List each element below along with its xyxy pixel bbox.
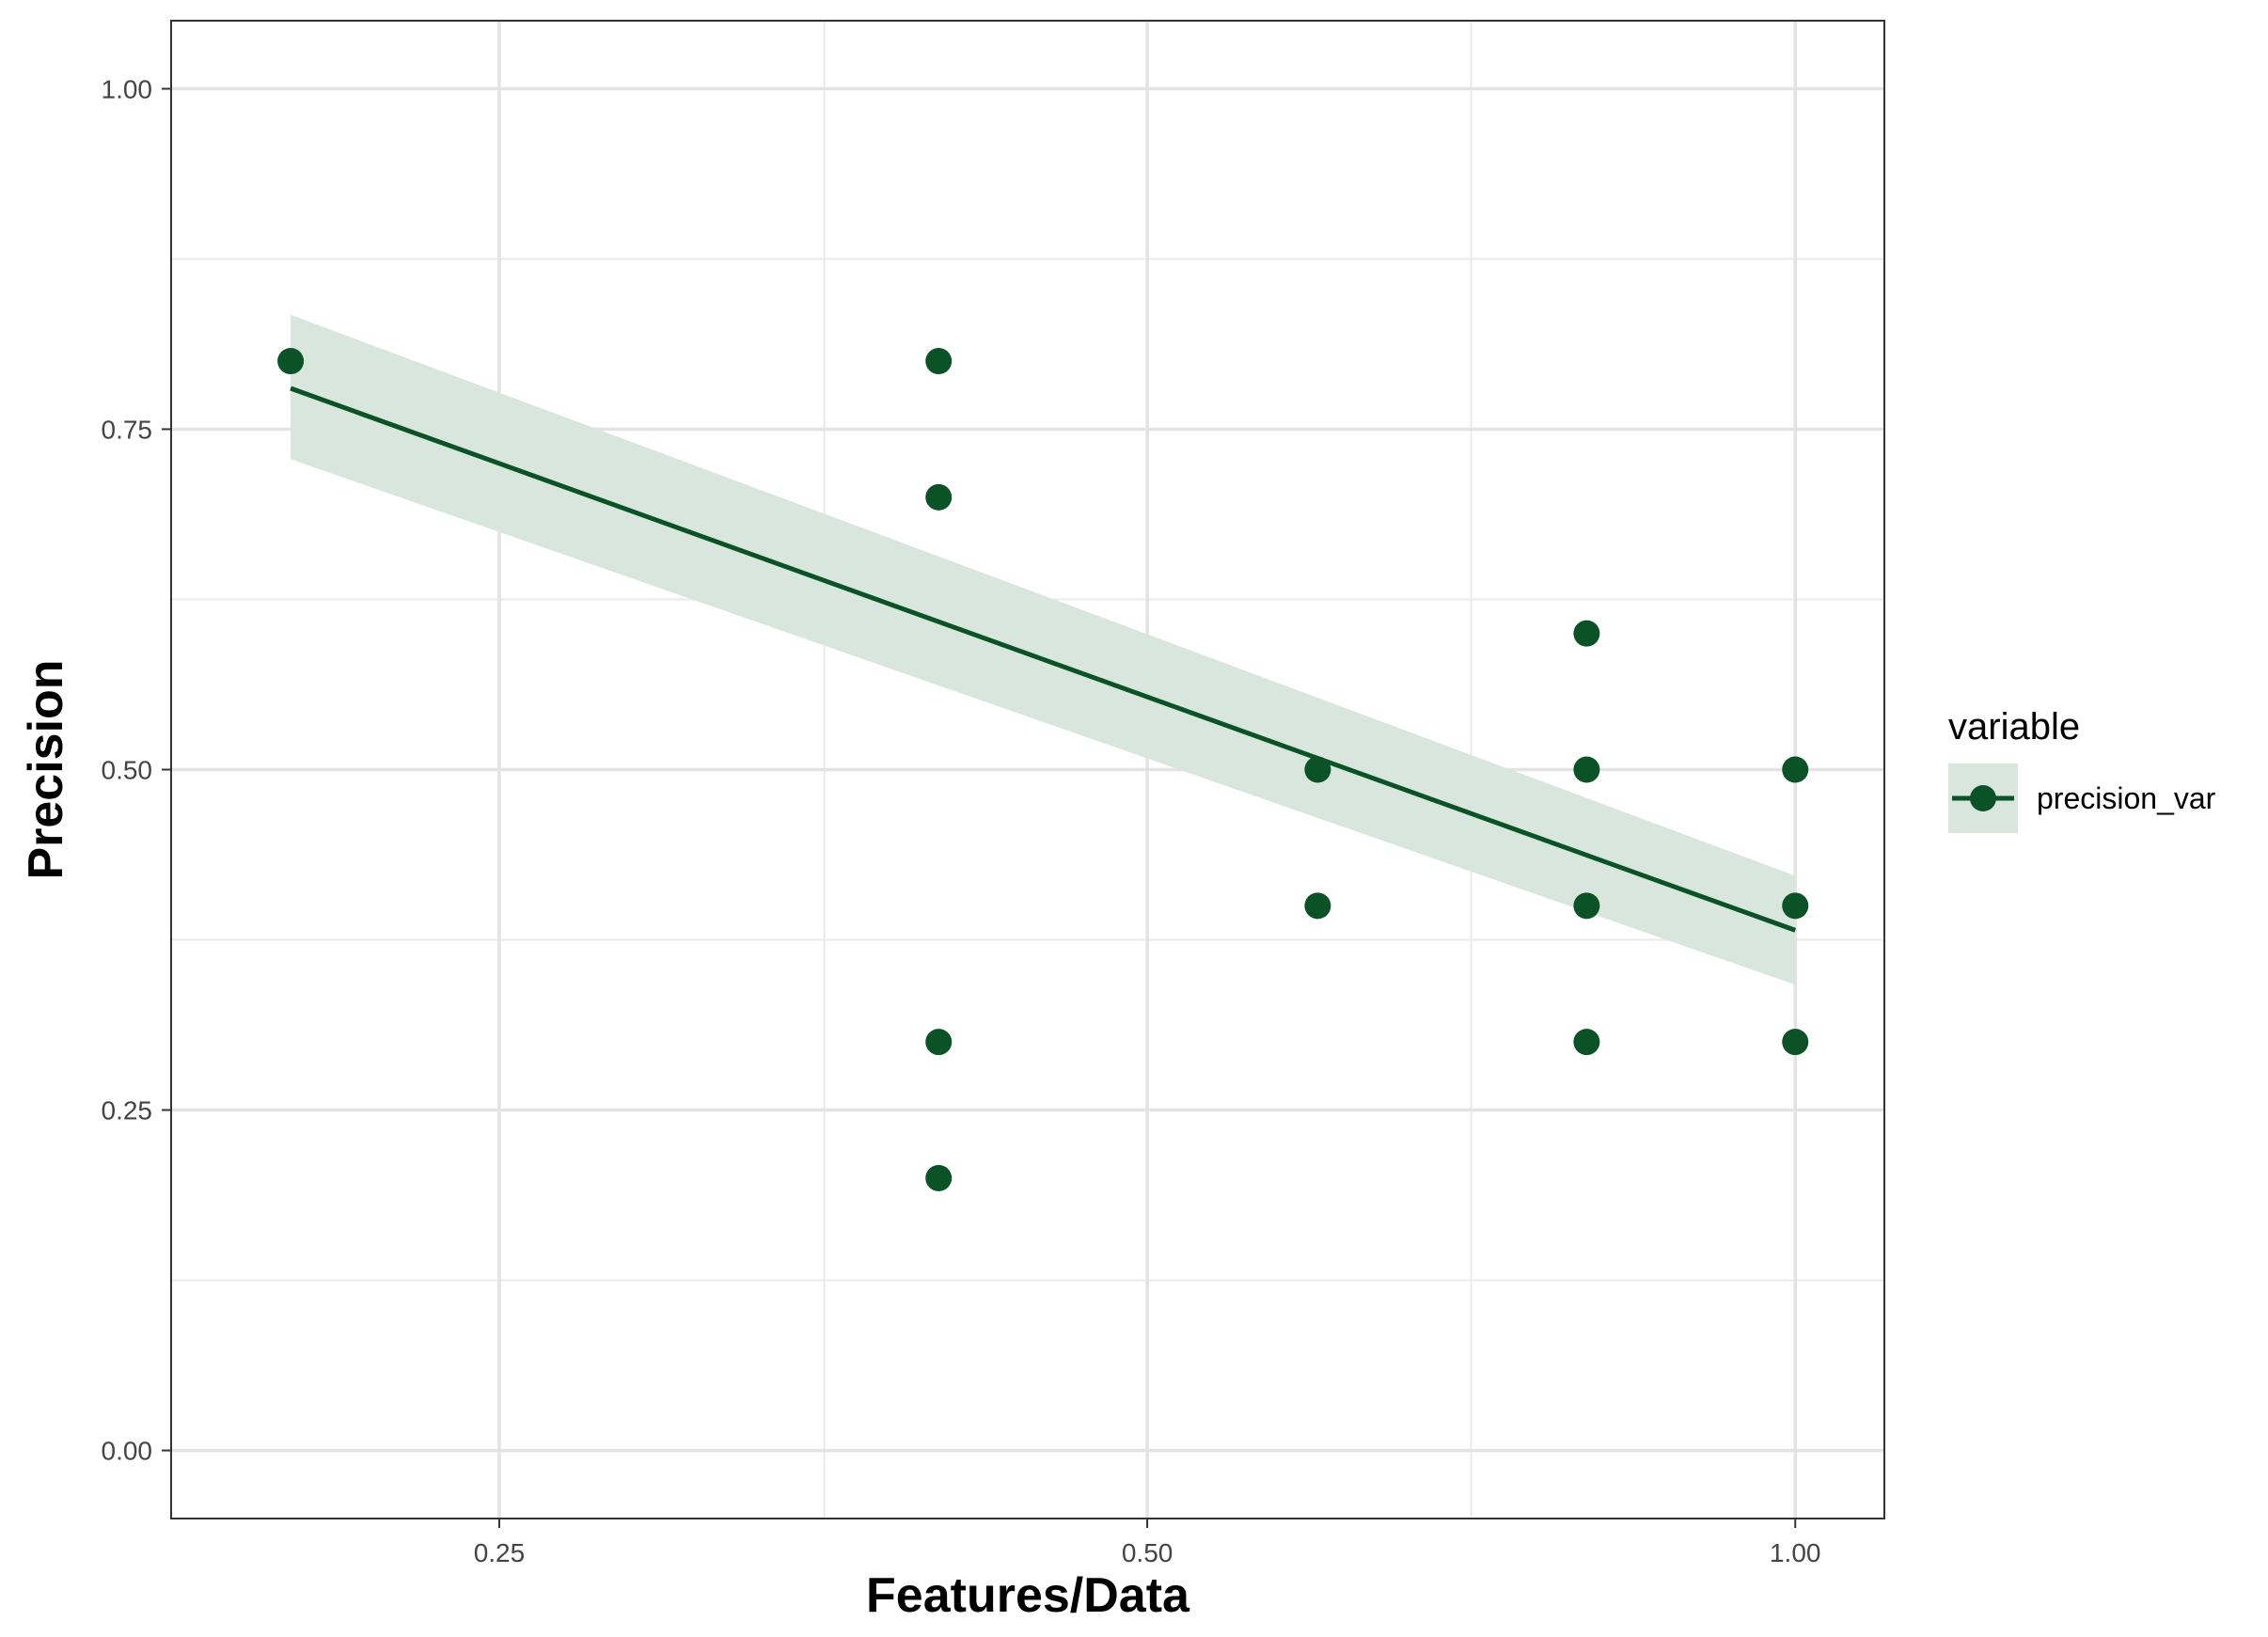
data-point	[1573, 1029, 1600, 1056]
y-tick-label: 0.50	[102, 756, 153, 785]
legend-label: precision_var	[2037, 781, 2216, 815]
data-point	[1573, 756, 1600, 783]
y-tick-label: 0.75	[102, 415, 153, 444]
data-point	[1573, 620, 1600, 647]
confidence-band	[291, 314, 1796, 985]
data-points	[277, 348, 1809, 1191]
x-axis-ticks: 0.25 0.50 1.00	[474, 1519, 1821, 1567]
data-point	[1304, 756, 1331, 783]
y-axis-title: Precision	[19, 659, 73, 879]
confidence-band-layer	[291, 314, 1796, 985]
data-point	[1304, 892, 1331, 920]
data-point	[1573, 892, 1600, 920]
legend-items: precision_var	[1948, 763, 2216, 833]
data-point	[1782, 1029, 1809, 1056]
data-point	[1782, 756, 1809, 783]
legend-key-point	[1970, 785, 1996, 811]
data-point	[1782, 892, 1809, 920]
data-point	[925, 348, 953, 375]
data-point	[925, 1029, 953, 1056]
x-tick-label: 0.25	[474, 1538, 526, 1567]
x-axis-title: Features/Data	[866, 1568, 1190, 1623]
legend: variable precision_var	[1948, 706, 2216, 833]
x-tick-label: 1.00	[1770, 1538, 1821, 1567]
plot-panel	[170, 20, 1885, 1519]
x-tick-label: 0.50	[1122, 1538, 1173, 1567]
data-point	[277, 348, 305, 375]
trend-line	[290, 386, 1797, 933]
y-tick-label: 0.00	[102, 1437, 153, 1466]
data-point	[925, 483, 953, 511]
trend-line-layer	[290, 386, 1797, 933]
y-tick-label: 0.25	[102, 1096, 153, 1125]
y-tick-label: 1.00	[102, 74, 153, 103]
y-axis-ticks: 0.00 0.25 0.50 0.75 1.00	[102, 74, 171, 1466]
data-point	[925, 1164, 953, 1191]
legend-title: variable	[1948, 706, 2080, 748]
